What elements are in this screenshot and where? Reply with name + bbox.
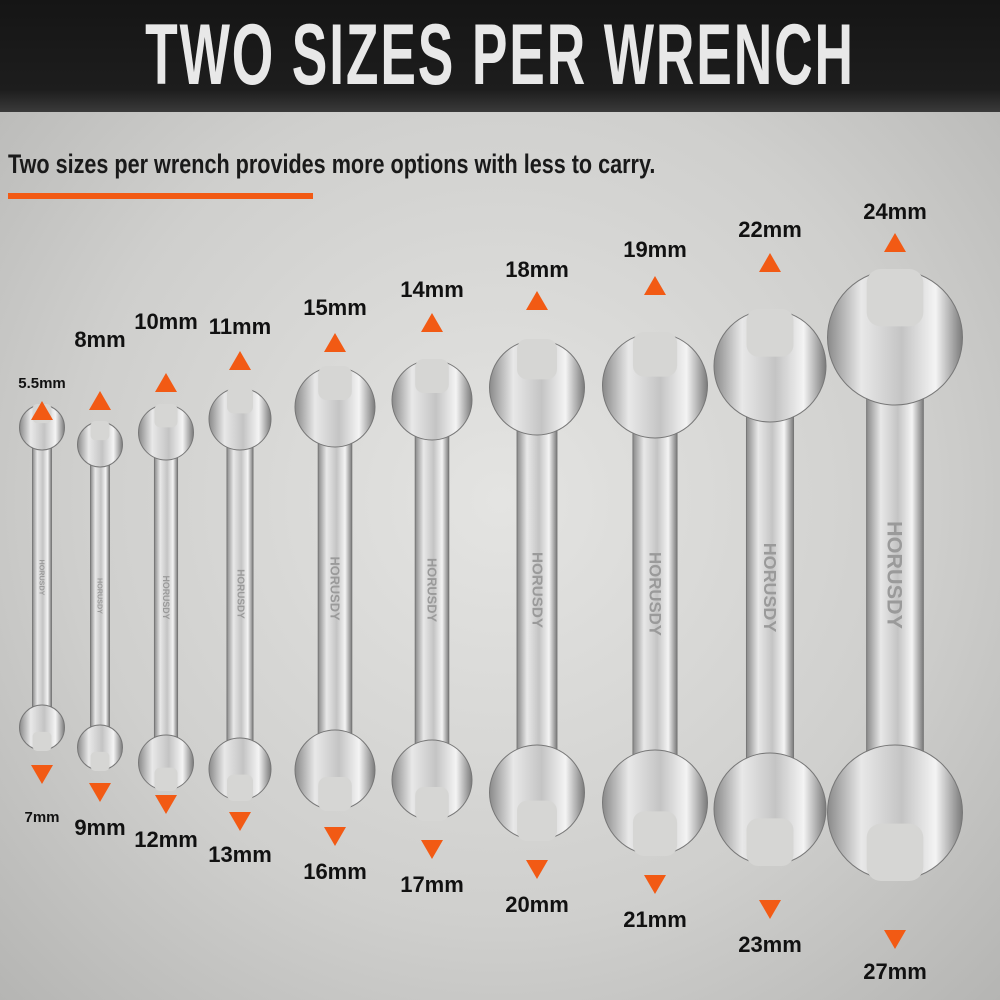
wrench: HORUSDY: [294, 366, 376, 811]
wrench: HORUSDY: [713, 309, 827, 866]
arrow-down-icon: [89, 783, 111, 802]
size-label-bottom: 16mm: [303, 859, 367, 884]
arrow-up-icon: [155, 373, 177, 392]
arrow-up-icon: [324, 333, 346, 352]
size-label-top: 11mm: [208, 314, 272, 339]
arrow-up-icon: [884, 233, 906, 252]
size-label-top: 10mm: [134, 309, 198, 334]
arrow-up-icon: [421, 313, 443, 332]
size-label-top: 22mm: [738, 217, 802, 242]
arrow-up-icon: [759, 253, 781, 272]
size-label-top: 24mm: [863, 199, 927, 224]
size-label-bottom: 12mm: [134, 827, 198, 852]
brand-engraving: HORUSDY: [235, 569, 246, 619]
wrench: HORUSDY: [489, 339, 585, 841]
header-banner: TWO SIZES PER WRENCH: [0, 0, 1000, 112]
wrench: HORUSDY: [602, 332, 708, 856]
size-label-bottom: 20mm: [505, 892, 569, 917]
arrow-down-icon: [155, 795, 177, 814]
size-label-bottom: 9mm: [74, 815, 126, 840]
page-title: TWO SIZES PER WRENCH: [145, 7, 855, 103]
brand-engraving: HORUSDY: [328, 557, 343, 621]
brand-engraving: HORUSDY: [529, 552, 546, 628]
arrow-up-icon: [89, 391, 111, 410]
size-label-top: 18mm: [505, 257, 569, 282]
size-label-top: 14mm: [400, 277, 464, 302]
arrow-down-icon: [759, 900, 781, 919]
arrow-down-icon: [526, 860, 548, 879]
wrench: HORUSDY: [19, 404, 65, 751]
size-label-top: 8mm: [74, 327, 126, 352]
wrench: HORUSDY: [208, 387, 272, 801]
arrow-down-icon: [324, 827, 346, 846]
arrow-down-icon: [31, 765, 53, 784]
size-label-bottom: 23mm: [738, 932, 802, 957]
size-label-top: 15mm: [303, 295, 367, 320]
size-label-top: 19mm: [623, 237, 687, 262]
size-label-bottom: 17mm: [400, 872, 464, 897]
subtitle: Two sizes per wrench provides more optio…: [8, 149, 656, 179]
accent-underline: [8, 193, 313, 199]
wrench: HORUSDY: [138, 404, 194, 791]
size-label-bottom: 7mm: [24, 808, 60, 826]
brand-engraving: HORUSDY: [425, 558, 440, 622]
arrow-up-icon: [229, 351, 251, 370]
size-label-bottom: 27mm: [863, 959, 927, 984]
brand-engraving: HORUSDY: [96, 578, 105, 614]
arrow-down-icon: [644, 875, 666, 894]
arrow-up-icon: [31, 401, 53, 420]
arrow-down-icon: [229, 812, 251, 831]
size-label-bottom: 13mm: [208, 842, 272, 867]
brand-engraving: HORUSDY: [646, 552, 665, 636]
wrench: HORUSDY: [827, 269, 963, 881]
wrench: HORUSDY: [77, 421, 123, 771]
arrow-down-icon: [421, 840, 443, 859]
wrench: HORUSDY: [391, 359, 473, 821]
arrow-up-icon: [526, 291, 548, 310]
brand-engraving: HORUSDY: [161, 576, 171, 620]
arrow-up-icon: [644, 276, 666, 295]
size-label-top: 5.5mm: [18, 374, 66, 392]
brand-engraving: HORUSDY: [883, 521, 908, 630]
brand-engraving: HORUSDY: [760, 543, 780, 633]
arrow-down-icon: [884, 930, 906, 949]
brand-engraving: HORUSDY: [38, 560, 47, 596]
size-label-bottom: 21mm: [623, 907, 687, 932]
